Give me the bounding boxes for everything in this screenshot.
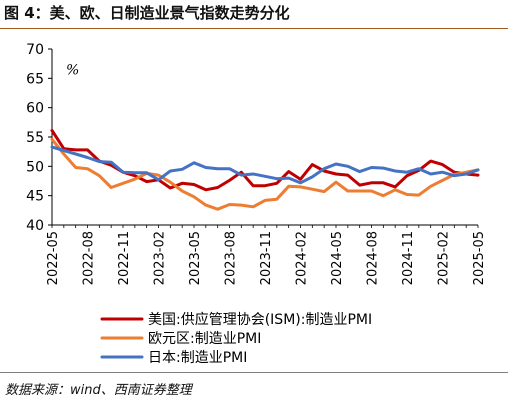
y-tick-label: 60 (26, 101, 44, 117)
legend-label-2: 日本:制造业PMI (148, 350, 247, 366)
x-tick-label: 2023-08 (224, 231, 239, 285)
source-note: 数据来源：wind、西南证券整理 (5, 383, 192, 398)
series-line-2 (50, 145, 480, 185)
series-line-0 (50, 129, 480, 192)
x-tick-label: 2025-02 (437, 231, 452, 285)
x-tick-label: 2023-05 (188, 231, 203, 285)
x-tick-label: 2024-11 (401, 231, 416, 285)
source-rule (0, 372, 508, 373)
y-tick-label: 50 (26, 159, 44, 175)
series-lines (50, 129, 480, 211)
legend: 美国:供应管理协会(ISM):制造业PMI 欧元区:制造业PMI 日本:制造业PMI (100, 311, 372, 366)
pmi-line-chart: 40 45 50 55 60 65 70% 2022-05 2022-08 2022-11 2023… (26, 42, 487, 366)
y-tick-label: 70 (26, 42, 44, 58)
legend-label-0: 美国:供应管理协会(ISM):制造业PMI (148, 311, 372, 328)
title-rule (0, 28, 508, 29)
axes: 40 45 50 55 60 65 70% 2022-05 2022-08 2022-11 2023… (26, 42, 487, 285)
y-tick-label: 40 (26, 218, 44, 234)
x-tick-label: 2024-05 (330, 231, 345, 285)
x-tick-label: 2025-05 (472, 231, 487, 285)
series-line-1 (50, 137, 480, 211)
x-tick-label: 2023-11 (259, 231, 274, 285)
x-tick-label: 2022-08 (82, 231, 97, 285)
x-tick-label: 2023-02 (153, 231, 168, 285)
y-tick-label: 65 (26, 71, 44, 87)
legend-label-1: 欧元区:制造业PMI (148, 331, 261, 347)
x-tick-label: 2022-11 (117, 231, 132, 285)
x-tick-label: 2022-05 (46, 231, 61, 285)
y-tick-label: 45 (26, 189, 44, 205)
y-tick-label: 55 (26, 130, 44, 146)
figure-title: 图 4：美、欧、日制造业景气指数走势分化 (4, 4, 290, 22)
x-tick-label: 2024-08 (366, 231, 381, 285)
unit-label: % (66, 63, 79, 79)
x-tick-label: 2024-02 (295, 231, 310, 285)
